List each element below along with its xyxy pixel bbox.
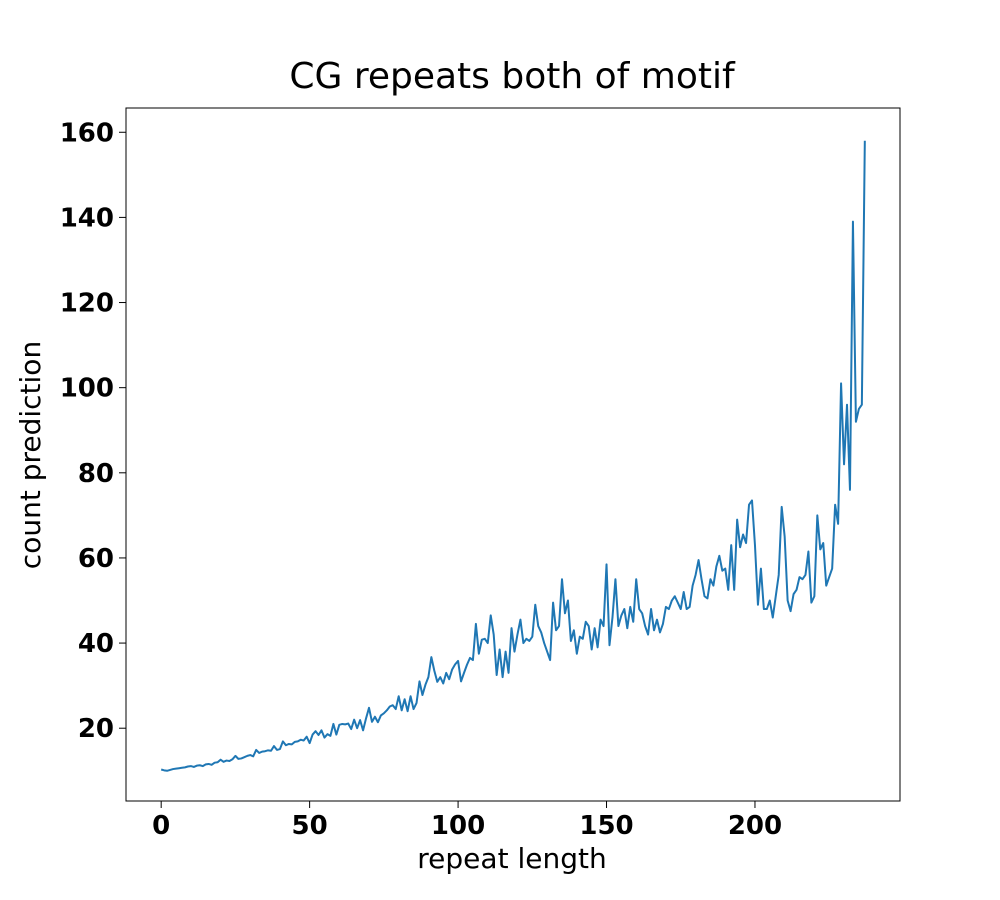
y-tick-label: 20	[78, 714, 114, 744]
y-tick-label: 100	[60, 374, 114, 404]
y-axis-label: count prediction	[14, 341, 47, 569]
y-tick-label: 120	[60, 289, 114, 319]
x-tick-label: 100	[431, 811, 485, 841]
chart-title: CG repeats both of motif	[289, 56, 736, 97]
data-line	[160, 140, 866, 772]
x-axis-label: repeat length	[417, 842, 606, 875]
y-tick-label: 140	[60, 203, 114, 233]
y-tick-label: 40	[78, 629, 114, 659]
y-tick-label: 160	[60, 118, 114, 148]
x-tick-label: 0	[152, 811, 170, 841]
x-tick-label: 200	[728, 811, 782, 841]
y-tick-label: 60	[78, 544, 114, 574]
x-tick-label: 50	[292, 811, 328, 841]
plot-frame	[125, 107, 901, 802]
x-tick-label: 150	[579, 811, 633, 841]
y-tick-label: 80	[78, 459, 114, 489]
